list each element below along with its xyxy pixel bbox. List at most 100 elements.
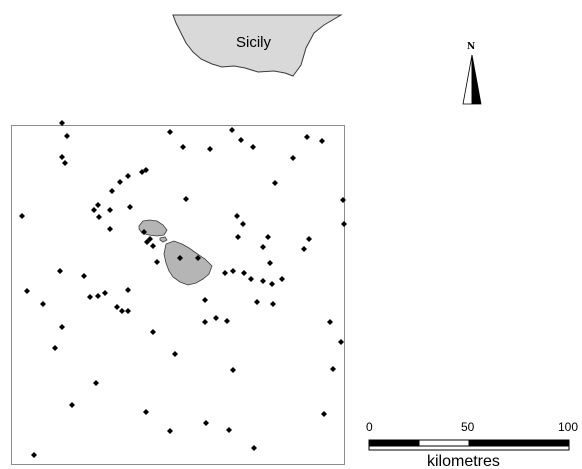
sample-point-marker [203,420,209,426]
sample-point-marker [119,308,125,314]
sample-point-marker [107,207,113,213]
north-arrow-icon [462,54,482,105]
sample-point-marker [40,301,46,307]
sample-point-marker [234,213,240,219]
sample-point-marker [338,339,344,345]
sample-point-marker [267,260,273,266]
sample-point-marker [57,268,63,274]
sample-point-marker [306,236,312,242]
sample-point-marker [265,234,271,240]
sample-point-marker [207,146,213,152]
sample-point-marker [235,234,241,240]
sample-point-marker [230,268,236,274]
sample-point-marker [167,129,173,135]
sample-point-marker [31,452,37,458]
sample-point-marker [319,138,325,144]
sample-point-marker [167,428,173,434]
sample-point-marker [114,304,120,310]
sample-point-marker [183,196,189,202]
sample-point-marker [64,133,70,139]
sample-point-marker [238,137,244,143]
sample-point-marker [127,204,133,210]
sample-point-marker [327,319,333,325]
sample-point-marker [102,290,108,296]
sample-point-marker [150,329,156,335]
sample-point-marker [141,229,147,235]
sample-point-marker [109,188,115,194]
sample-point-marker [240,221,246,227]
scale-bar-segment-3 [468,439,570,447]
sample-point-marker [91,207,97,213]
sample-point-marker [340,197,346,203]
sample-point-marker [279,276,285,282]
sample-point-marker [19,213,25,219]
scale-tick-0: 0 [366,420,373,434]
sample-point-marker [62,160,68,166]
sample-point-marker [87,294,93,300]
scale-bar: 0 50 100 kilometres [366,420,578,469]
sample-point-marker [321,411,327,417]
sample-point-marker [254,299,260,305]
sample-point-marker [177,255,183,261]
scale-unit-label: kilometres [427,453,500,469]
sample-point-marker [230,367,236,373]
sample-point-marker [260,278,266,284]
scale-tick-50: 50 [461,420,475,434]
sample-point-marker [172,351,178,357]
sample-point-marker [143,409,149,415]
sample-point-marker [290,155,296,161]
sample-point-marker [95,293,101,299]
sample-point-marker [95,202,101,208]
map-frame [11,125,345,465]
sample-point-marker [69,402,75,408]
sample-point-marker [117,179,123,185]
sample-point-marker [59,324,65,330]
sample-point-marker [341,221,347,227]
sample-point-marker [272,180,278,186]
sample-point-marker [81,273,87,279]
sample-point-marker [301,246,307,252]
sample-point-marker [248,276,254,282]
scale-bar-segment-1 [368,439,420,447]
sample-points-layer [19,120,347,458]
sample-point-marker [330,366,336,372]
sample-point-marker [107,226,113,232]
sample-point-marker [241,270,247,276]
sample-point-marker [222,270,228,276]
sample-point-marker [24,288,30,294]
sample-point-marker [270,301,276,307]
scale-bar-segment-2 [418,439,470,447]
sample-point-marker [250,144,256,150]
sample-point-marker [96,214,102,220]
sample-point-marker [154,259,160,265]
sample-point-marker [251,445,257,451]
sample-point-marker [195,255,201,261]
sample-point-marker [202,297,208,303]
sample-point-marker [150,243,156,249]
malta-island [163,240,213,286]
sample-point-marker [125,287,131,293]
sample-point-marker [202,319,208,325]
sample-point-marker [224,318,230,324]
sample-point-marker [125,173,131,179]
scale-bar-lower-band [368,445,570,451]
sample-point-marker [213,315,219,321]
sample-point-marker [93,380,99,386]
sample-point-marker [229,127,235,133]
sample-point-marker [304,134,310,140]
scale-tick-100: 100 [558,420,578,434]
sample-point-marker [125,308,131,314]
sample-point-marker [269,281,275,287]
sample-point-marker [139,169,145,175]
sample-point-marker [180,144,186,150]
sample-point-marker [147,236,153,242]
sample-point-marker [260,244,266,250]
sample-point-marker [52,345,58,351]
north-label: N [467,42,475,52]
sicily-label: Sicily [236,34,272,51]
sample-point-marker [59,120,65,126]
sample-point-marker [226,427,232,433]
sample-point-marker [59,154,65,160]
sicily-landmass [172,14,343,77]
